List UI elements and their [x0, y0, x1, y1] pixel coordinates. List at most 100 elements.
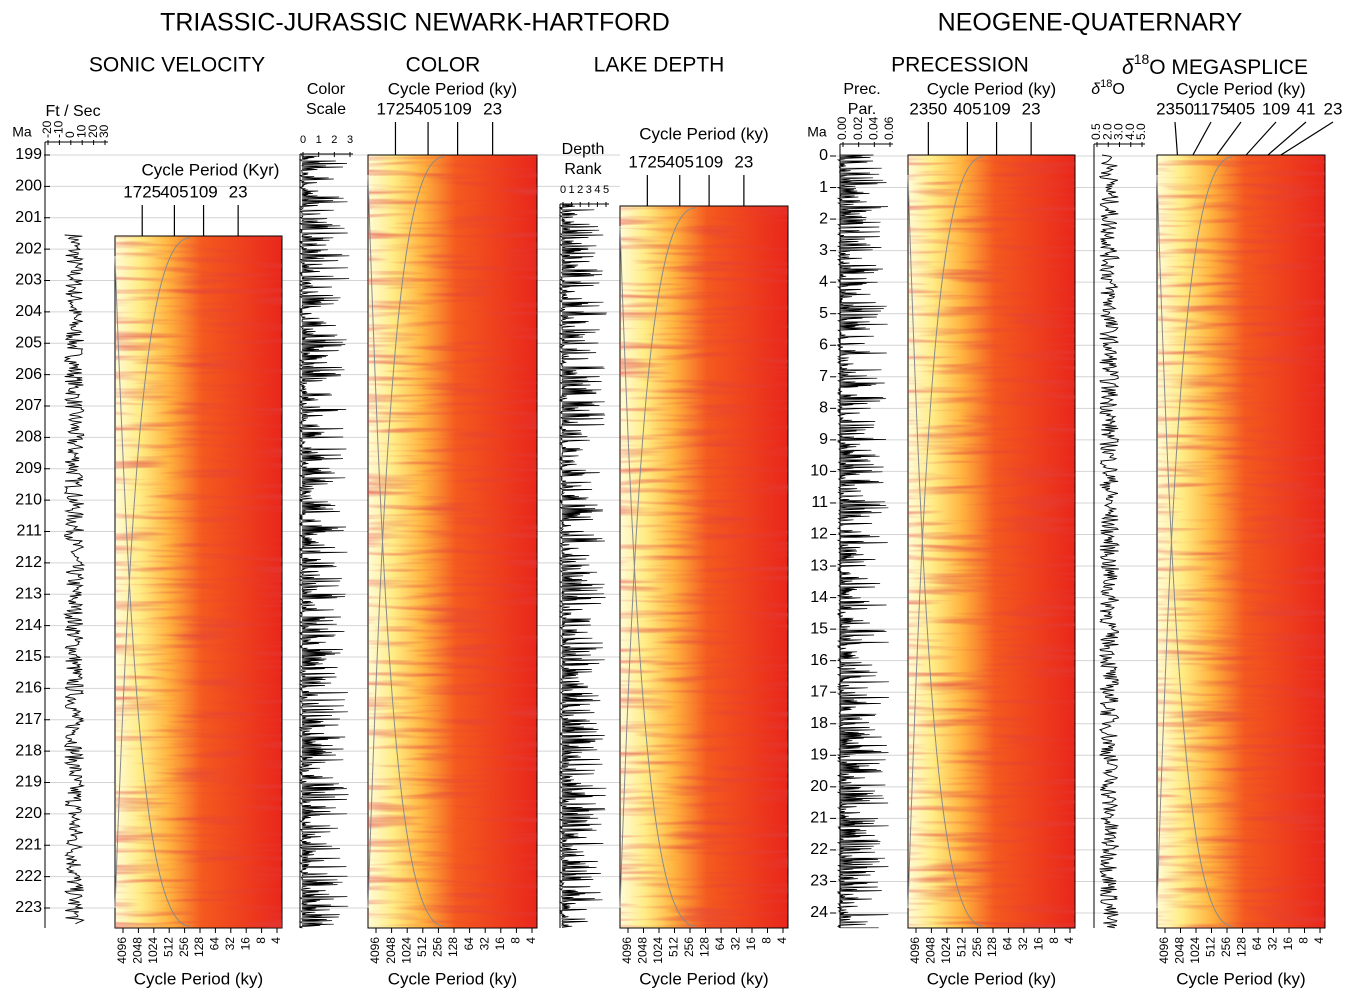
bottom-tick-label: 16	[1281, 937, 1295, 951]
trace-tick-label: 0.06	[882, 116, 896, 140]
bottom-tick-label: 32	[1266, 937, 1280, 951]
age-tick-label: 213	[15, 585, 42, 602]
age-tick-label: 19	[810, 747, 828, 764]
bottom-tick-label: 256	[682, 937, 696, 957]
wavelet-texture	[368, 155, 537, 928]
bottom-tick-label: 2048	[924, 937, 938, 964]
bottom-axis-label: Cycle Period (ky)	[134, 969, 263, 988]
bottom-tick-label: 256	[431, 937, 445, 957]
cycle-period-tick: 1725	[377, 99, 415, 118]
age-tick-label: 12	[810, 526, 828, 543]
age-tick-label: 2	[819, 210, 828, 227]
cycle-period-tick: 109	[695, 152, 723, 171]
bottom-axis-label: Cycle Period (ky)	[1176, 969, 1305, 988]
trace-tick-label: 3	[586, 184, 592, 196]
signal-trace	[65, 235, 84, 924]
bottom-tick-label: 1024	[399, 937, 413, 964]
bottom-tick-label: 512	[415, 937, 429, 957]
age-tick-label: 9	[819, 431, 828, 448]
bottom-tick-label: 16	[1031, 937, 1045, 951]
title-text: O MEGASPLICE	[1149, 56, 1308, 79]
age-tick-label: 16	[810, 652, 828, 669]
bottom-tick-label: 512	[954, 937, 968, 957]
trace-tick-label: 2	[331, 134, 337, 146]
bottom-tick-label: 32	[477, 937, 491, 951]
age-tick-label: 6	[819, 336, 828, 353]
axis-label: Ma	[12, 124, 32, 140]
signal-trace	[838, 155, 889, 928]
cycle-period-tick: 23	[483, 99, 502, 118]
age-tick-label: 13	[810, 557, 828, 574]
cycle-period-tick: 1725	[123, 182, 161, 201]
bottom-tick-label: 64	[1001, 937, 1015, 951]
signal-trace	[1100, 155, 1119, 928]
bottom-tick-label: 8	[254, 937, 268, 944]
age-tick-label: 24	[810, 904, 828, 921]
cycle-period-label: Cycle Period (ky)	[388, 79, 517, 98]
figure: TRIASSIC-JURASSIC NEWARK-HARTFORDNEOGENE…	[0, 0, 1346, 992]
trace-tick-label: 3	[347, 134, 353, 146]
cycle-period-label: Cycle Period (ky)	[927, 79, 1056, 98]
trace-tick-label: 2	[577, 184, 583, 196]
age-tick-label: 211	[16, 523, 42, 540]
trace-tick-label: 4	[594, 184, 600, 196]
trace-header: Color	[307, 81, 346, 98]
trace-header: Scale	[306, 101, 346, 118]
cycle-period-tick: 109	[982, 99, 1010, 118]
age-tick-label: 4	[819, 273, 828, 290]
age-tick-label: 216	[15, 680, 42, 697]
cycle-tick-line	[1268, 122, 1306, 155]
cycle-period-tick: 23	[734, 152, 753, 171]
age-tick-label: 203	[15, 272, 42, 289]
bottom-tick-label: 8	[1297, 937, 1311, 944]
bottom-tick-label: 4	[524, 937, 538, 944]
trace-tick-label: 0	[300, 134, 306, 146]
bottom-tick-label: 4096	[908, 937, 922, 964]
cycle-period-tick: 109	[443, 99, 471, 118]
panel-title: PRECESSION	[891, 54, 1029, 77]
age-tick-label: 17	[810, 683, 828, 700]
bottom-tick-label: 128	[446, 937, 460, 957]
bottom-tick-label: 128	[985, 937, 999, 957]
bottom-tick-label: 256	[177, 937, 191, 957]
age-tick-label: 201	[15, 209, 42, 226]
cycle-period-tick: 405	[160, 182, 188, 201]
age-tick-label: 206	[15, 366, 42, 383]
bottom-tick-label: 2048	[384, 937, 398, 964]
cycle-period-tick: 1725	[628, 152, 666, 171]
bottom-tick-label: 128	[698, 937, 712, 957]
trace-tick-label: 5	[603, 184, 609, 196]
age-tick-label: 217	[15, 711, 42, 728]
bottom-tick-label: 32	[223, 937, 237, 951]
header-text: O	[1112, 81, 1124, 98]
age-tick-label: 3	[819, 242, 828, 259]
cycle-tick-line	[1175, 122, 1177, 155]
bottom-tick-label: 4	[1062, 937, 1076, 944]
bottom-tick-label: 16	[744, 937, 758, 951]
bottom-tick-label: 8	[509, 937, 523, 944]
title-superscript: 18	[1134, 51, 1150, 67]
age-tick-label: 199	[15, 146, 42, 163]
cycle-period-label: Cycle Period (ky)	[1176, 79, 1305, 98]
bottom-tick-label: 256	[1219, 937, 1233, 957]
age-tick-label: 10	[810, 463, 828, 480]
bottom-tick-label: 1024	[651, 937, 665, 964]
cycle-period-tick: 23	[229, 182, 248, 201]
cycle-period-label: Cycle Period (Kyr)	[142, 160, 280, 179]
bottom-tick-label: 128	[1235, 937, 1249, 957]
group-title: TRIASSIC-JURASSIC NEWARK-HARTFORD	[160, 9, 670, 37]
age-tick-label: 1	[819, 179, 828, 196]
age-tick-label: 221	[15, 836, 42, 853]
bottom-tick-label: 4096	[1157, 937, 1171, 964]
age-tick-label: 5	[819, 305, 828, 322]
bottom-tick-label: 256	[970, 937, 984, 957]
bottom-axis-label: Cycle Period (ky)	[388, 969, 517, 988]
bottom-axis-label: Cycle Period (ky)	[927, 969, 1056, 988]
age-tick-label: 18	[810, 715, 828, 732]
age-tick-label: 21	[810, 810, 828, 827]
bottom-tick-label: 64	[1250, 937, 1264, 951]
bottom-tick-label: 16	[493, 937, 507, 951]
trace-tick-label: 0	[560, 184, 566, 196]
cycle-period-label: Cycle Period (ky)	[639, 124, 768, 143]
bottom-tick-label: 128	[192, 937, 206, 957]
